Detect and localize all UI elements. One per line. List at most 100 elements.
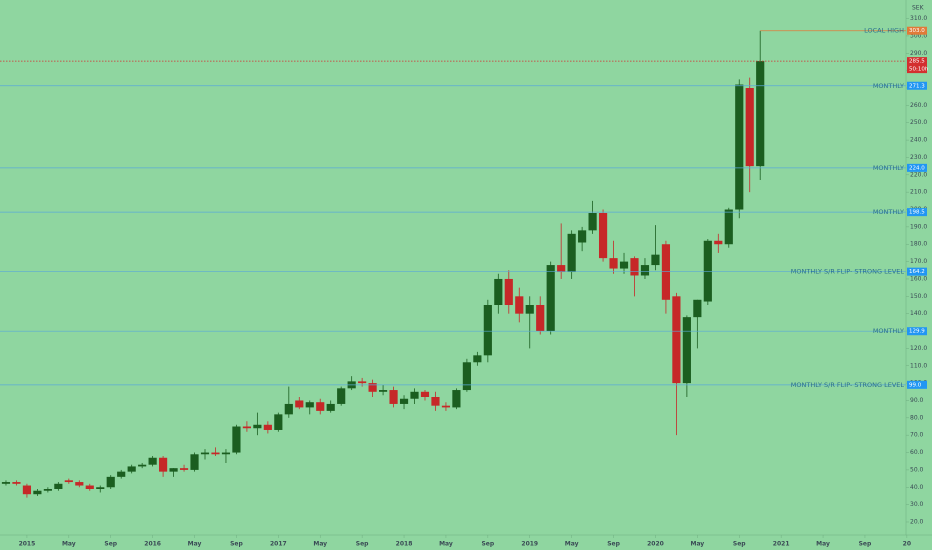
- last-price-label: 285.5: [909, 59, 925, 65]
- y-tick-label: 300.0: [910, 32, 927, 39]
- x-tick-label: May: [313, 541, 327, 548]
- candle-body: [703, 240, 712, 302]
- candle-body: [494, 278, 503, 305]
- candle-body: [609, 258, 618, 269]
- y-tick-label: 150.0: [910, 293, 927, 300]
- y-tick-label: 60.0: [910, 449, 924, 456]
- level-price-label: 99.0: [909, 382, 922, 388]
- candles: [1, 30, 765, 498]
- candle-body: [316, 402, 325, 411]
- candle-body: [557, 265, 566, 273]
- candle-body: [515, 296, 524, 314]
- candle-body: [284, 403, 293, 415]
- candle-body: [420, 391, 430, 397]
- candle-body: [1, 482, 11, 484]
- y-tick-label: 40.0: [910, 484, 924, 491]
- candle-body: [190, 454, 199, 470]
- candle-body: [567, 233, 576, 273]
- candle-body: [148, 457, 157, 465]
- y-tick-label: 230.0: [910, 154, 927, 161]
- candle-body: [263, 424, 272, 430]
- candle-body: [305, 402, 314, 408]
- candle-body: [159, 457, 168, 472]
- candle-body: [274, 414, 283, 430]
- x-tick-label: Sep: [481, 541, 494, 548]
- x-tick-label: Sep: [733, 541, 746, 548]
- y-axis-label: SEK: [912, 5, 925, 12]
- x-tick-label: 2018: [396, 541, 413, 548]
- y-tick-label: 240.0: [910, 137, 927, 144]
- candle-body: [546, 265, 555, 332]
- candle-body: [12, 482, 21, 484]
- x-tick-label: 2015: [19, 541, 36, 548]
- candle-body: [525, 304, 534, 314]
- x-tick-label: 2020: [647, 541, 664, 548]
- candle-body: [295, 400, 304, 408]
- y-tick-label: 90.0: [910, 397, 924, 404]
- level-label: MONTHLY: [873, 82, 904, 90]
- x-tick-label: May: [188, 541, 202, 548]
- candle-body: [410, 391, 419, 399]
- candle-body: [756, 61, 765, 167]
- candle-body: [33, 490, 42, 495]
- candle-body: [221, 452, 231, 455]
- x-tick-label: May: [690, 541, 704, 548]
- local-high-price: 303.0: [909, 28, 925, 34]
- y-tick-label: 110.0: [910, 362, 927, 369]
- candle-body: [138, 464, 147, 467]
- x-tick-label: Sep: [607, 541, 620, 548]
- candle-body: [117, 471, 126, 477]
- y-tick-label: 70.0: [910, 432, 924, 439]
- candle-body: [735, 84, 744, 210]
- y-tick-label: 210.0: [910, 189, 927, 196]
- candle-body: [452, 390, 461, 408]
- last-price-box: [907, 57, 927, 74]
- candle-body: [96, 487, 105, 489]
- y-tick-label: 140.0: [910, 310, 927, 317]
- candle-body: [22, 485, 32, 495]
- candle-body: [462, 362, 471, 391]
- countdown-label: 50:10h: [909, 67, 929, 73]
- candle-body: [399, 398, 409, 404]
- candle-body: [598, 212, 608, 259]
- candle-body: [473, 355, 482, 363]
- candle-body: [368, 383, 377, 392]
- candle-body: [441, 405, 451, 408]
- candle-body: [85, 485, 94, 489]
- candle-body: [127, 466, 136, 472]
- candle-body: [253, 424, 262, 429]
- level-price-box: [907, 267, 927, 276]
- candle-body: [379, 390, 388, 392]
- y-tick-label: 220.0: [910, 171, 927, 178]
- level-price-box: [907, 208, 927, 217]
- x-tick-label: Sep: [356, 541, 369, 548]
- candle-body: [179, 468, 189, 470]
- candle-body: [169, 468, 178, 472]
- x-tick-label: May: [565, 541, 579, 548]
- candle-body: [337, 388, 346, 404]
- level-price-box: [907, 81, 927, 90]
- candle-body: [724, 209, 733, 245]
- candle-body: [64, 480, 73, 483]
- level-price-box: [907, 327, 927, 336]
- x-tick-label: 2019: [521, 541, 538, 548]
- level-label: MONTHLY: [873, 164, 904, 172]
- y-tick-label: 310.0: [910, 15, 927, 22]
- candle-body: [483, 304, 492, 356]
- candle-body: [745, 88, 754, 167]
- y-tick-label: 50.0: [910, 466, 924, 473]
- y-tick-label: 180.0: [910, 241, 927, 248]
- candle-body: [389, 390, 398, 404]
- candle-body: [536, 304, 545, 332]
- candle-body: [326, 403, 335, 411]
- level-label: MONTHLY S/R FLIP- STRONG LEVEL: [791, 381, 905, 389]
- y-tick-label: 170.0: [910, 258, 927, 265]
- candle-body: [640, 265, 650, 276]
- level-price-box: [907, 163, 927, 172]
- candle-body: [43, 488, 52, 491]
- level-price-label: 129.9: [909, 329, 925, 335]
- level-label: MONTHLY S/R FLIP- STRONG LEVEL: [791, 268, 905, 276]
- level-price-box: [907, 380, 927, 389]
- candle-body: [651, 254, 660, 266]
